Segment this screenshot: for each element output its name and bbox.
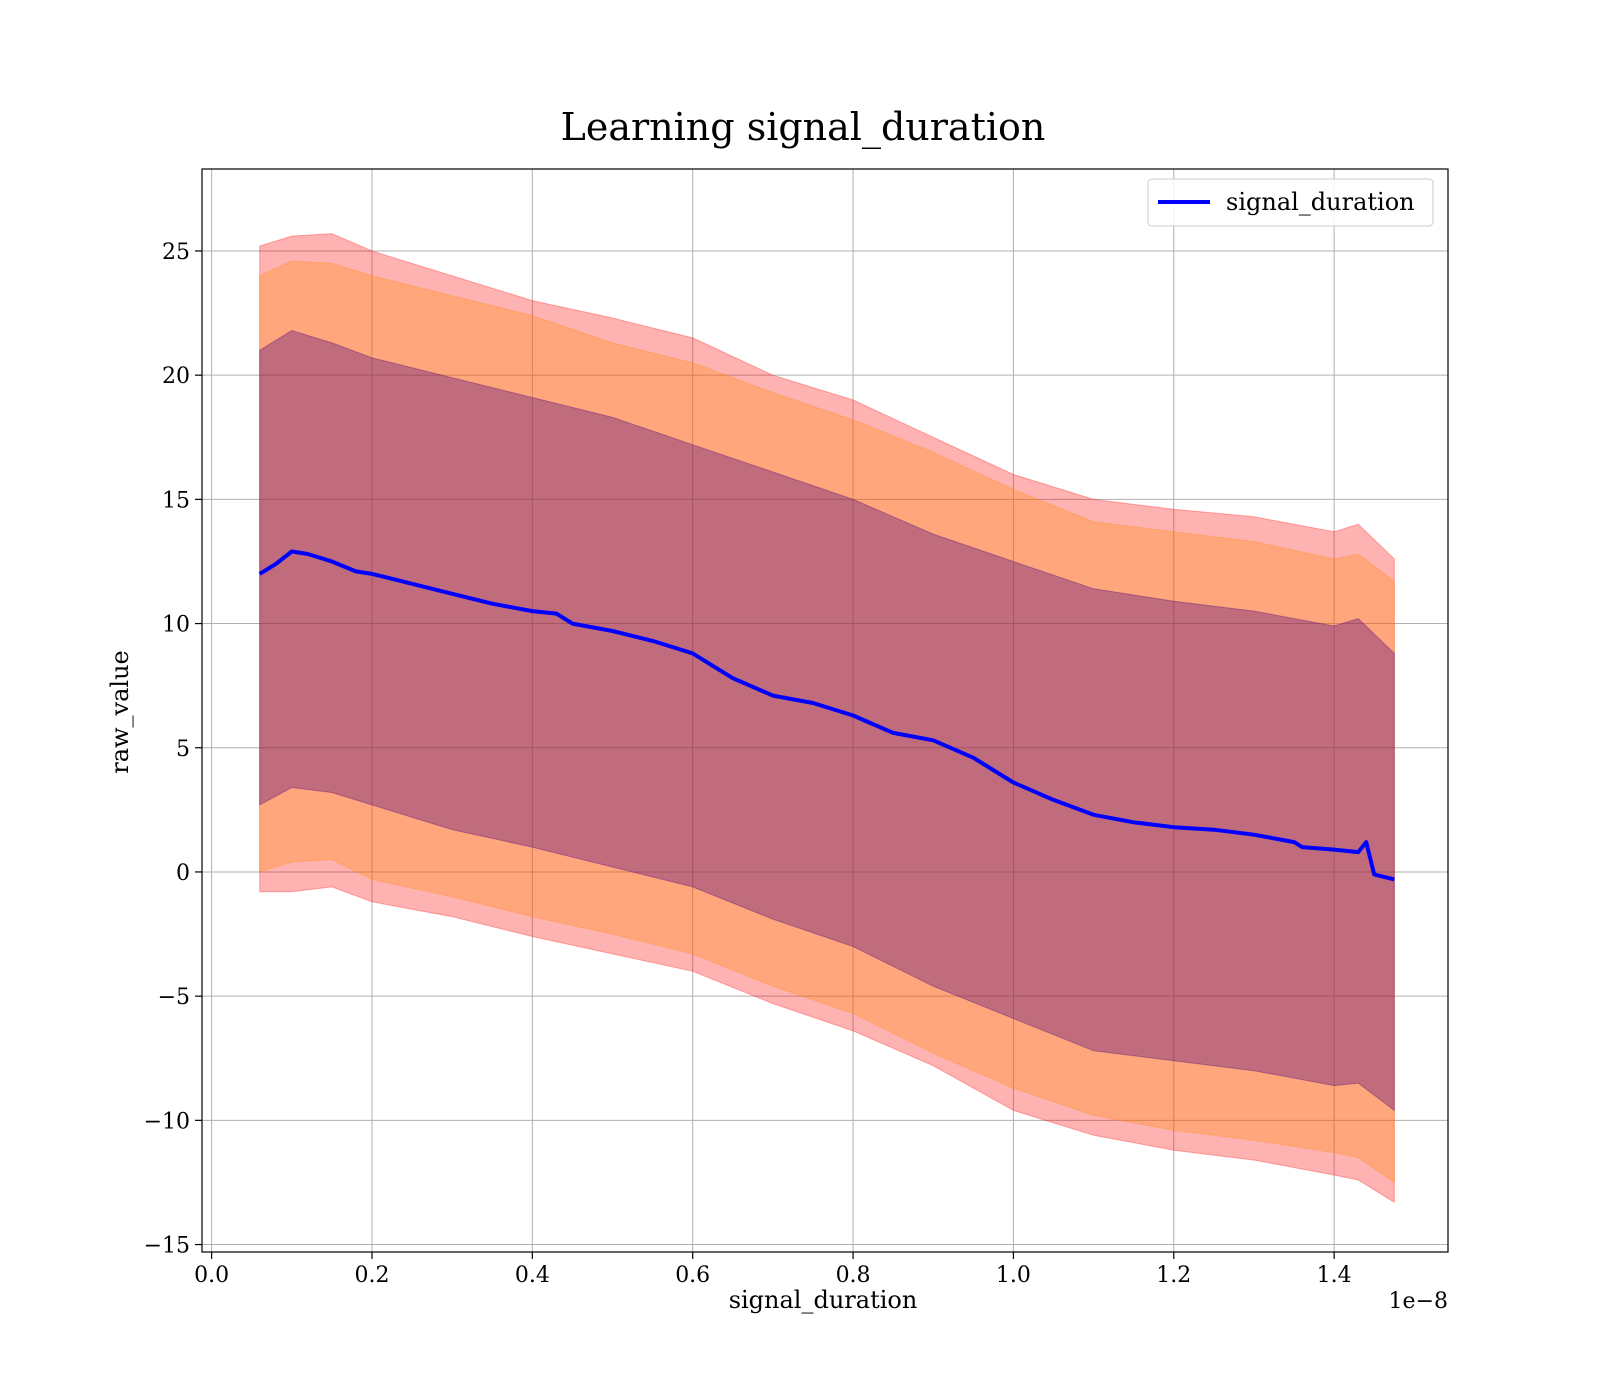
y-tick-label: 25 [162, 240, 190, 265]
confidence-band-3 [259, 329, 1395, 1112]
legend-box [1147, 178, 1434, 227]
y-tick-label: 10 [162, 613, 190, 638]
series-lines [258, 549, 1395, 882]
x-tick-label: 1.2 [1156, 1263, 1191, 1288]
y-tick-label: 15 [162, 488, 190, 513]
x-tick-label: 0.4 [515, 1263, 550, 1288]
x-tick-label: 1.4 [1317, 1263, 1352, 1288]
y-axis-ticks: −15 −10 −5 0 5 10 15 20 25 [144, 240, 202, 1259]
x-tick-label: 0.2 [354, 1263, 389, 1288]
confidence-band-1 [259, 233, 1395, 1204]
series-line-1 [258, 549, 1395, 882]
x-tick-label: 0.6 [675, 1263, 710, 1288]
y-tick-label: −5 [158, 985, 190, 1010]
x-tick-label: 0.8 [836, 1263, 871, 1288]
grid [202, 169, 1448, 1252]
y-tick-label: 5 [176, 737, 190, 762]
legend-entry-label: signal_duration [1226, 188, 1415, 216]
x-axis-ticks: 0.0 0.2 0.4 0.6 0.8 1.0 1.2 1.4 [194, 1252, 1352, 1288]
y-axis-label: raw_value [106, 650, 134, 774]
x-tick-label: 1.0 [996, 1263, 1031, 1288]
legend: signal_duration [1147, 178, 1434, 227]
x-tick-label: 0.0 [194, 1263, 229, 1288]
plot-frame [201, 168, 1449, 1253]
x-axis-offset-label: 1e−8 [1389, 1289, 1448, 1314]
y-tick-label: 0 [176, 861, 190, 886]
y-tick-label: −15 [144, 1234, 190, 1259]
x-axis-label: signal_duration [729, 1286, 918, 1314]
confidence-band-2 [259, 260, 1395, 1184]
chart-title: Learning signal_duration [561, 105, 1046, 150]
y-tick-label: −10 [144, 1109, 190, 1134]
y-tick-label: 20 [162, 364, 190, 389]
confidence-bands [259, 233, 1395, 1204]
